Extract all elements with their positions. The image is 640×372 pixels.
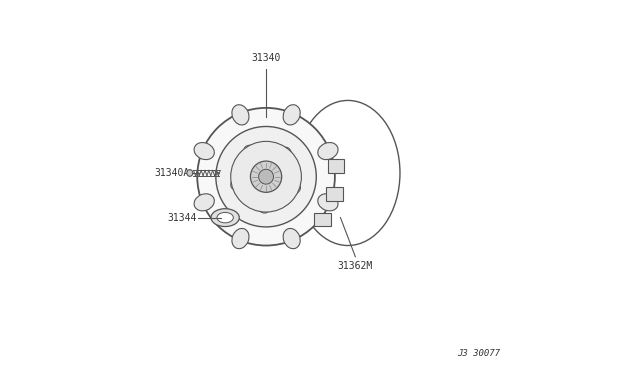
FancyBboxPatch shape	[314, 213, 330, 226]
Ellipse shape	[217, 212, 234, 223]
Ellipse shape	[283, 228, 300, 249]
Text: 31362M: 31362M	[338, 261, 373, 271]
Ellipse shape	[230, 141, 301, 212]
Ellipse shape	[276, 181, 301, 196]
Ellipse shape	[216, 126, 316, 227]
Ellipse shape	[232, 105, 249, 125]
Ellipse shape	[232, 228, 249, 249]
Ellipse shape	[259, 169, 273, 184]
Text: 31344: 31344	[167, 213, 196, 222]
Ellipse shape	[187, 170, 193, 176]
Ellipse shape	[318, 142, 338, 160]
Ellipse shape	[211, 209, 239, 227]
Text: 31340A: 31340A	[154, 168, 190, 178]
Ellipse shape	[318, 194, 338, 211]
FancyBboxPatch shape	[326, 187, 343, 201]
Ellipse shape	[244, 145, 266, 163]
Ellipse shape	[250, 161, 282, 192]
Ellipse shape	[254, 190, 270, 213]
Ellipse shape	[276, 147, 292, 170]
Text: 31340: 31340	[252, 53, 281, 62]
FancyBboxPatch shape	[328, 160, 344, 173]
Ellipse shape	[194, 142, 214, 160]
Ellipse shape	[230, 171, 252, 190]
Ellipse shape	[283, 105, 300, 125]
Ellipse shape	[194, 194, 214, 211]
Text: J3 30077: J3 30077	[458, 349, 500, 358]
Ellipse shape	[197, 108, 335, 246]
